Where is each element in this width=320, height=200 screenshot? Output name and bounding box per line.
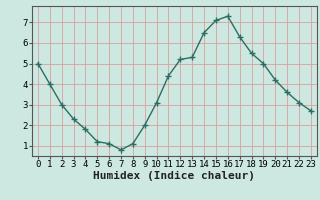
X-axis label: Humidex (Indice chaleur): Humidex (Indice chaleur) (93, 171, 255, 181)
